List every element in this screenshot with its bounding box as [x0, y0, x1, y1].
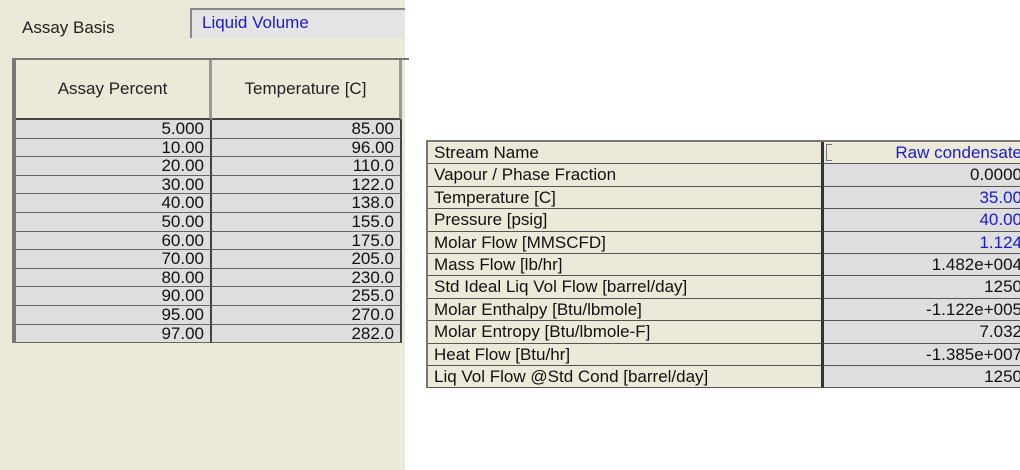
value-text: -1.122e+005: [926, 299, 1020, 319]
value-text: -1.385e+007: [926, 344, 1020, 364]
stream-properties-table: Stream Name Raw condensate Vapour / Phase …: [426, 140, 1020, 389]
property-value[interactable]: 1.482e+004: [824, 253, 1020, 277]
temperature-cell[interactable]: 138.0: [212, 194, 402, 213]
assay-percent-cell[interactable]: 60.00: [16, 231, 212, 251]
property-value[interactable]: 0.0000: [824, 164, 1020, 187]
assay-basis-label: Assay Basis: [22, 18, 115, 37]
value-text: 35.00: [979, 187, 1020, 207]
table-row: Liq Vol Flow @Std Cond [barrel/day] 1250: [428, 365, 1020, 389]
table-row: 50.00 155.0: [16, 213, 409, 232]
temperature-cell[interactable]: 96.00: [212, 138, 402, 158]
property-value[interactable]: 35.00: [824, 186, 1020, 210]
temperature-cell[interactable]: 155.0: [212, 213, 402, 232]
assay-table: Assay Percent Temperature [C] 5.000 85.00…: [12, 58, 409, 344]
property-label: Std Ideal Liq Vol Flow [barrel/day]: [428, 276, 824, 299]
assay-percent-cell[interactable]: 97.00: [16, 324, 212, 344]
table-row: 70.00 205.0: [16, 250, 409, 269]
assay-percent-cell[interactable]: 20.00: [16, 157, 212, 176]
assay-percent-cell[interactable]: 40.00: [16, 194, 212, 213]
temperature-cell[interactable]: 85.00: [212, 120, 402, 139]
property-label: Molar Enthalpy [Btu/lbmole]: [428, 298, 824, 322]
property-label: Mass Flow [lb/hr]: [428, 253, 824, 277]
table-row: Molar Flow [MMSCFD] 1.124: [428, 231, 1020, 254]
column-header-temperature[interactable]: Temperature [C]: [212, 60, 402, 120]
temperature-cell[interactable]: 270.0: [212, 306, 402, 325]
temperature-cell[interactable]: 230.0: [212, 268, 402, 288]
property-value[interactable]: 1.124: [824, 231, 1020, 254]
table-row: 10.00 96.00: [16, 138, 409, 158]
table-row: Vapour / Phase Fraction 0.0000: [428, 164, 1020, 187]
property-label: Vapour / Phase Fraction: [428, 164, 824, 187]
property-label: Molar Flow [MMSCFD]: [428, 231, 824, 254]
value-text: 1250: [984, 277, 1020, 297]
column-header-assay-percent[interactable]: Assay Percent: [16, 60, 212, 120]
assay-percent-cell[interactable]: 5.000: [16, 120, 212, 139]
table-row: 60.00 175.0: [16, 231, 409, 251]
assay-table-header: Assay Percent Temperature [C]: [16, 60, 409, 120]
table-row: 80.00 230.0: [16, 268, 409, 288]
property-label: Pressure [psig]: [428, 209, 824, 232]
table-row: Molar Enthalpy [Btu/lbmole] -1.122e+005: [428, 298, 1020, 322]
property-value[interactable]: 40.00: [824, 209, 1020, 232]
property-value[interactable]: Raw condensate: [824, 142, 1020, 165]
assay-percent-cell[interactable]: 10.00: [16, 138, 212, 158]
table-row: 97.00 282.0: [16, 324, 409, 344]
property-value[interactable]: 1250: [824, 276, 1020, 299]
table-row: 90.00 255.0: [16, 287, 409, 306]
temperature-cell[interactable]: 255.0: [212, 287, 402, 306]
assay-percent-cell[interactable]: 90.00: [16, 287, 212, 306]
table-row: 30.00 122.0: [16, 175, 409, 195]
value-text: 1.124: [979, 232, 1020, 252]
assay-percent-cell[interactable]: 30.00: [16, 175, 212, 195]
table-row: 5.000 85.00: [16, 120, 409, 139]
property-value[interactable]: -1.122e+005: [824, 298, 1020, 322]
temperature-cell[interactable]: 110.0: [212, 157, 402, 176]
assay-percent-cell[interactable]: 95.00: [16, 306, 212, 325]
property-value[interactable]: -1.385e+007: [824, 343, 1020, 366]
table-row: Pressure [psig] 40.00: [428, 209, 1020, 232]
property-label: Liq Vol Flow @Std Cond [barrel/day]: [428, 365, 824, 389]
property-value[interactable]: 1250: [824, 365, 1020, 389]
property-value[interactable]: 7.032: [824, 321, 1020, 344]
temperature-cell[interactable]: 282.0: [212, 324, 402, 344]
table-row: Temperature [C] 35.00: [428, 186, 1020, 210]
value-text: 40.00: [979, 210, 1020, 230]
column-resize-handle[interactable]: [826, 144, 832, 161]
assay-percent-cell[interactable]: 80.00: [16, 268, 212, 288]
value-text: 1250: [984, 366, 1020, 386]
assay-basis-dropdown[interactable]: Liquid Volume: [190, 8, 405, 38]
value-text: 1.482e+004: [931, 254, 1020, 274]
table-row: 20.00 110.0: [16, 157, 409, 176]
value-text: 0.0000: [970, 165, 1020, 185]
value-text: Raw condensate: [895, 143, 1020, 162]
table-row: Stream Name Raw condensate: [428, 142, 1020, 165]
property-label: Heat Flow [Btu/hr]: [428, 343, 824, 366]
table-row: Molar Entropy [Btu/lbmole-F] 7.032: [428, 321, 1020, 344]
table-row: Heat Flow [Btu/hr] -1.385e+007: [428, 343, 1020, 366]
property-label: Stream Name: [428, 142, 824, 165]
assay-percent-cell[interactable]: 70.00: [16, 250, 212, 269]
temperature-cell[interactable]: 205.0: [212, 250, 402, 269]
table-row: Std Ideal Liq Vol Flow [barrel/day] 1250: [428, 276, 1020, 299]
table-row: 95.00 270.0: [16, 306, 409, 325]
property-label: Molar Entropy [Btu/lbmole-F]: [428, 321, 824, 344]
table-row: 40.00 138.0: [16, 194, 409, 213]
assay-percent-cell[interactable]: 50.00: [16, 213, 212, 232]
value-text: 7.032: [979, 322, 1020, 342]
temperature-cell[interactable]: 122.0: [212, 175, 402, 195]
table-row: Mass Flow [lb/hr] 1.482e+004: [428, 253, 1020, 277]
temperature-cell[interactable]: 175.0: [212, 231, 402, 251]
assay-panel: Assay Basis Liquid Volume Assay Percent …: [0, 0, 409, 470]
property-label: Temperature [C]: [428, 186, 824, 210]
